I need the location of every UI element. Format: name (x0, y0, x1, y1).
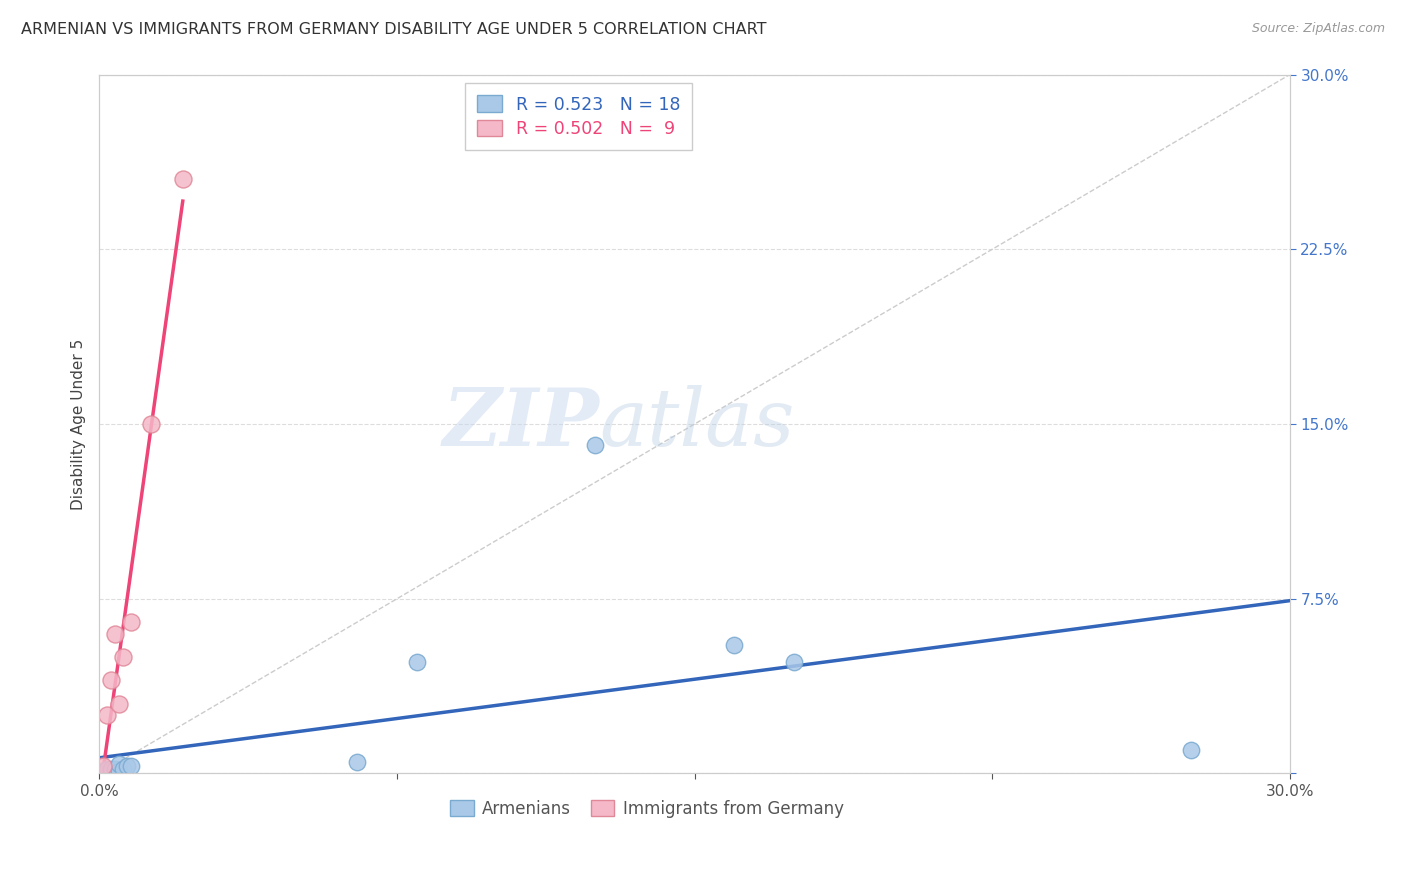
Point (172, 172, 194, 186)
Point (93, 764, 115, 778)
Point (112, 762, 135, 776)
Point (406, 655, 429, 669)
Text: Source: ZipAtlas.com: Source: ZipAtlas.com (1251, 22, 1385, 36)
Point (139, 417, 162, 431)
Point (108, 757, 131, 772)
Point (120, 615, 142, 629)
Point (100, 673, 122, 688)
Point (108, 697, 131, 711)
Point (96, 764, 118, 778)
Point (104, 626, 127, 640)
Point (120, 759, 142, 773)
Text: ARMENIAN VS IMMIGRANTS FROM GERMANY DISABILITY AGE UNDER 5 CORRELATION CHART: ARMENIAN VS IMMIGRANTS FROM GERMANY DISA… (21, 22, 766, 37)
Point (783, 655, 806, 669)
Point (100, 762, 122, 776)
Y-axis label: Disability Age Under 5: Disability Age Under 5 (72, 338, 86, 509)
Point (585, 438, 607, 452)
Point (96, 708, 118, 723)
Point (115, 759, 138, 773)
Point (104, 762, 127, 776)
Text: atlas: atlas (599, 385, 794, 463)
Legend: Armenians, Immigrants from Germany: Armenians, Immigrants from Germany (444, 793, 851, 824)
Point (100, 764, 122, 778)
Point (346, 755, 368, 769)
Point (93, 759, 115, 773)
Point (1180, 743, 1202, 757)
Point (112, 649, 135, 664)
Text: ZIP: ZIP (443, 385, 599, 463)
Point (108, 764, 131, 778)
Point (96, 762, 118, 776)
Point (723, 638, 745, 652)
Point (104, 764, 127, 778)
